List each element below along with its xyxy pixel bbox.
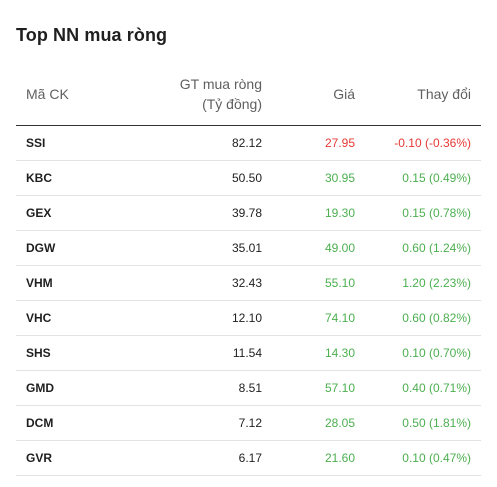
table-row[interactable]: GMD 8.51 57.10 0.40 (0.71%): [16, 371, 481, 406]
table-row[interactable]: GEX 39.78 19.30 0.15 (0.78%): [16, 196, 481, 231]
column-header-net-buy-value: GT mua ròng (Tỷ đồng): [180, 74, 262, 114]
price-change: 0.60 (1.24%): [402, 241, 471, 255]
net-buy-value: 39.78: [231, 206, 262, 220]
table-row[interactable]: SHS 11.54 14.30 0.10 (0.70%): [16, 336, 481, 371]
stock-code[interactable]: GMD: [26, 381, 54, 395]
net-buy-table: Mã CK GT mua ròng (Tỷ đồng) Giá Thay đổi…: [16, 66, 481, 476]
stock-code[interactable]: GEX: [26, 206, 52, 220]
net-buy-value: 32.43: [231, 276, 262, 290]
column-header-price: Giá: [333, 86, 355, 102]
price: 28.05: [324, 416, 355, 430]
table-row[interactable]: GVR 6.17 21.60 0.10 (0.47%): [16, 441, 481, 476]
price: 55.10: [324, 276, 355, 290]
price: 21.60: [324, 451, 355, 465]
page-title: Top NN mua ròng: [16, 25, 168, 45]
price: 74.10: [324, 311, 355, 325]
price-change: 0.60 (0.82%): [402, 311, 471, 325]
price-change: 0.40 (0.71%): [402, 381, 471, 395]
net-buy-value: 11.54: [232, 346, 262, 360]
stock-code[interactable]: DCM: [26, 416, 54, 430]
net-buy-value: 12.10: [231, 311, 262, 325]
stock-code[interactable]: GVR: [26, 451, 53, 465]
stock-code[interactable]: KBC: [26, 171, 52, 185]
table-row[interactable]: SSI 82.12 27.95 -0.10 (-0.36%): [16, 126, 481, 161]
price: 30.95: [324, 171, 355, 185]
column-header-change: Thay đổi: [417, 86, 471, 102]
stock-code[interactable]: VHM: [26, 276, 53, 290]
stock-code[interactable]: DGW: [26, 241, 56, 255]
price-change: 1.20 (2.23%): [402, 276, 471, 290]
column-header-code: Mã CK: [26, 86, 69, 102]
net-buy-value: 35.01: [231, 241, 262, 255]
price-change: -0.10 (-0.36%): [394, 136, 471, 150]
table-header: Mã CK GT mua ròng (Tỷ đồng) Giá Thay đổi: [16, 66, 481, 126]
column-header-net-buy-value-line2: (Tỷ đồng): [202, 96, 262, 112]
stock-code[interactable]: SHS: [26, 346, 51, 360]
table-row[interactable]: VHC 12.10 74.10 0.60 (0.82%): [16, 301, 481, 336]
net-buy-value: 50.50: [231, 171, 262, 185]
table-row[interactable]: DCM 7.12 28.05 0.50 (1.81%): [16, 406, 481, 441]
column-header-net-buy-value-line1: GT mua ròng: [179, 76, 262, 92]
price-change: 0.10 (0.47%): [402, 451, 471, 465]
price-change: 0.15 (0.78%): [402, 206, 471, 220]
table-row[interactable]: DGW 35.01 49.00 0.60 (1.24%): [16, 231, 481, 266]
price: 14.30: [324, 346, 355, 360]
net-buy-value: 8.51: [238, 381, 262, 395]
price: 19.30: [324, 206, 355, 220]
price: 49.00: [324, 241, 355, 255]
price-change: 0.50 (1.81%): [402, 416, 471, 430]
price-change: 0.10 (0.70%): [402, 346, 471, 360]
stock-code[interactable]: SSI: [26, 136, 46, 150]
price: 57.10: [324, 381, 355, 395]
stock-code[interactable]: VHC: [26, 311, 52, 325]
table-row[interactable]: KBC 50.50 30.95 0.15 (0.49%): [16, 161, 481, 196]
net-buy-value: 82.12: [231, 136, 262, 150]
price-change: 0.15 (0.49%): [402, 171, 471, 185]
table-row[interactable]: VHM 32.43 55.10 1.20 (2.23%): [16, 266, 481, 301]
net-buy-value: 7.12: [238, 416, 262, 430]
price: 27.95: [324, 136, 355, 150]
net-buy-value: 6.17: [238, 451, 262, 465]
